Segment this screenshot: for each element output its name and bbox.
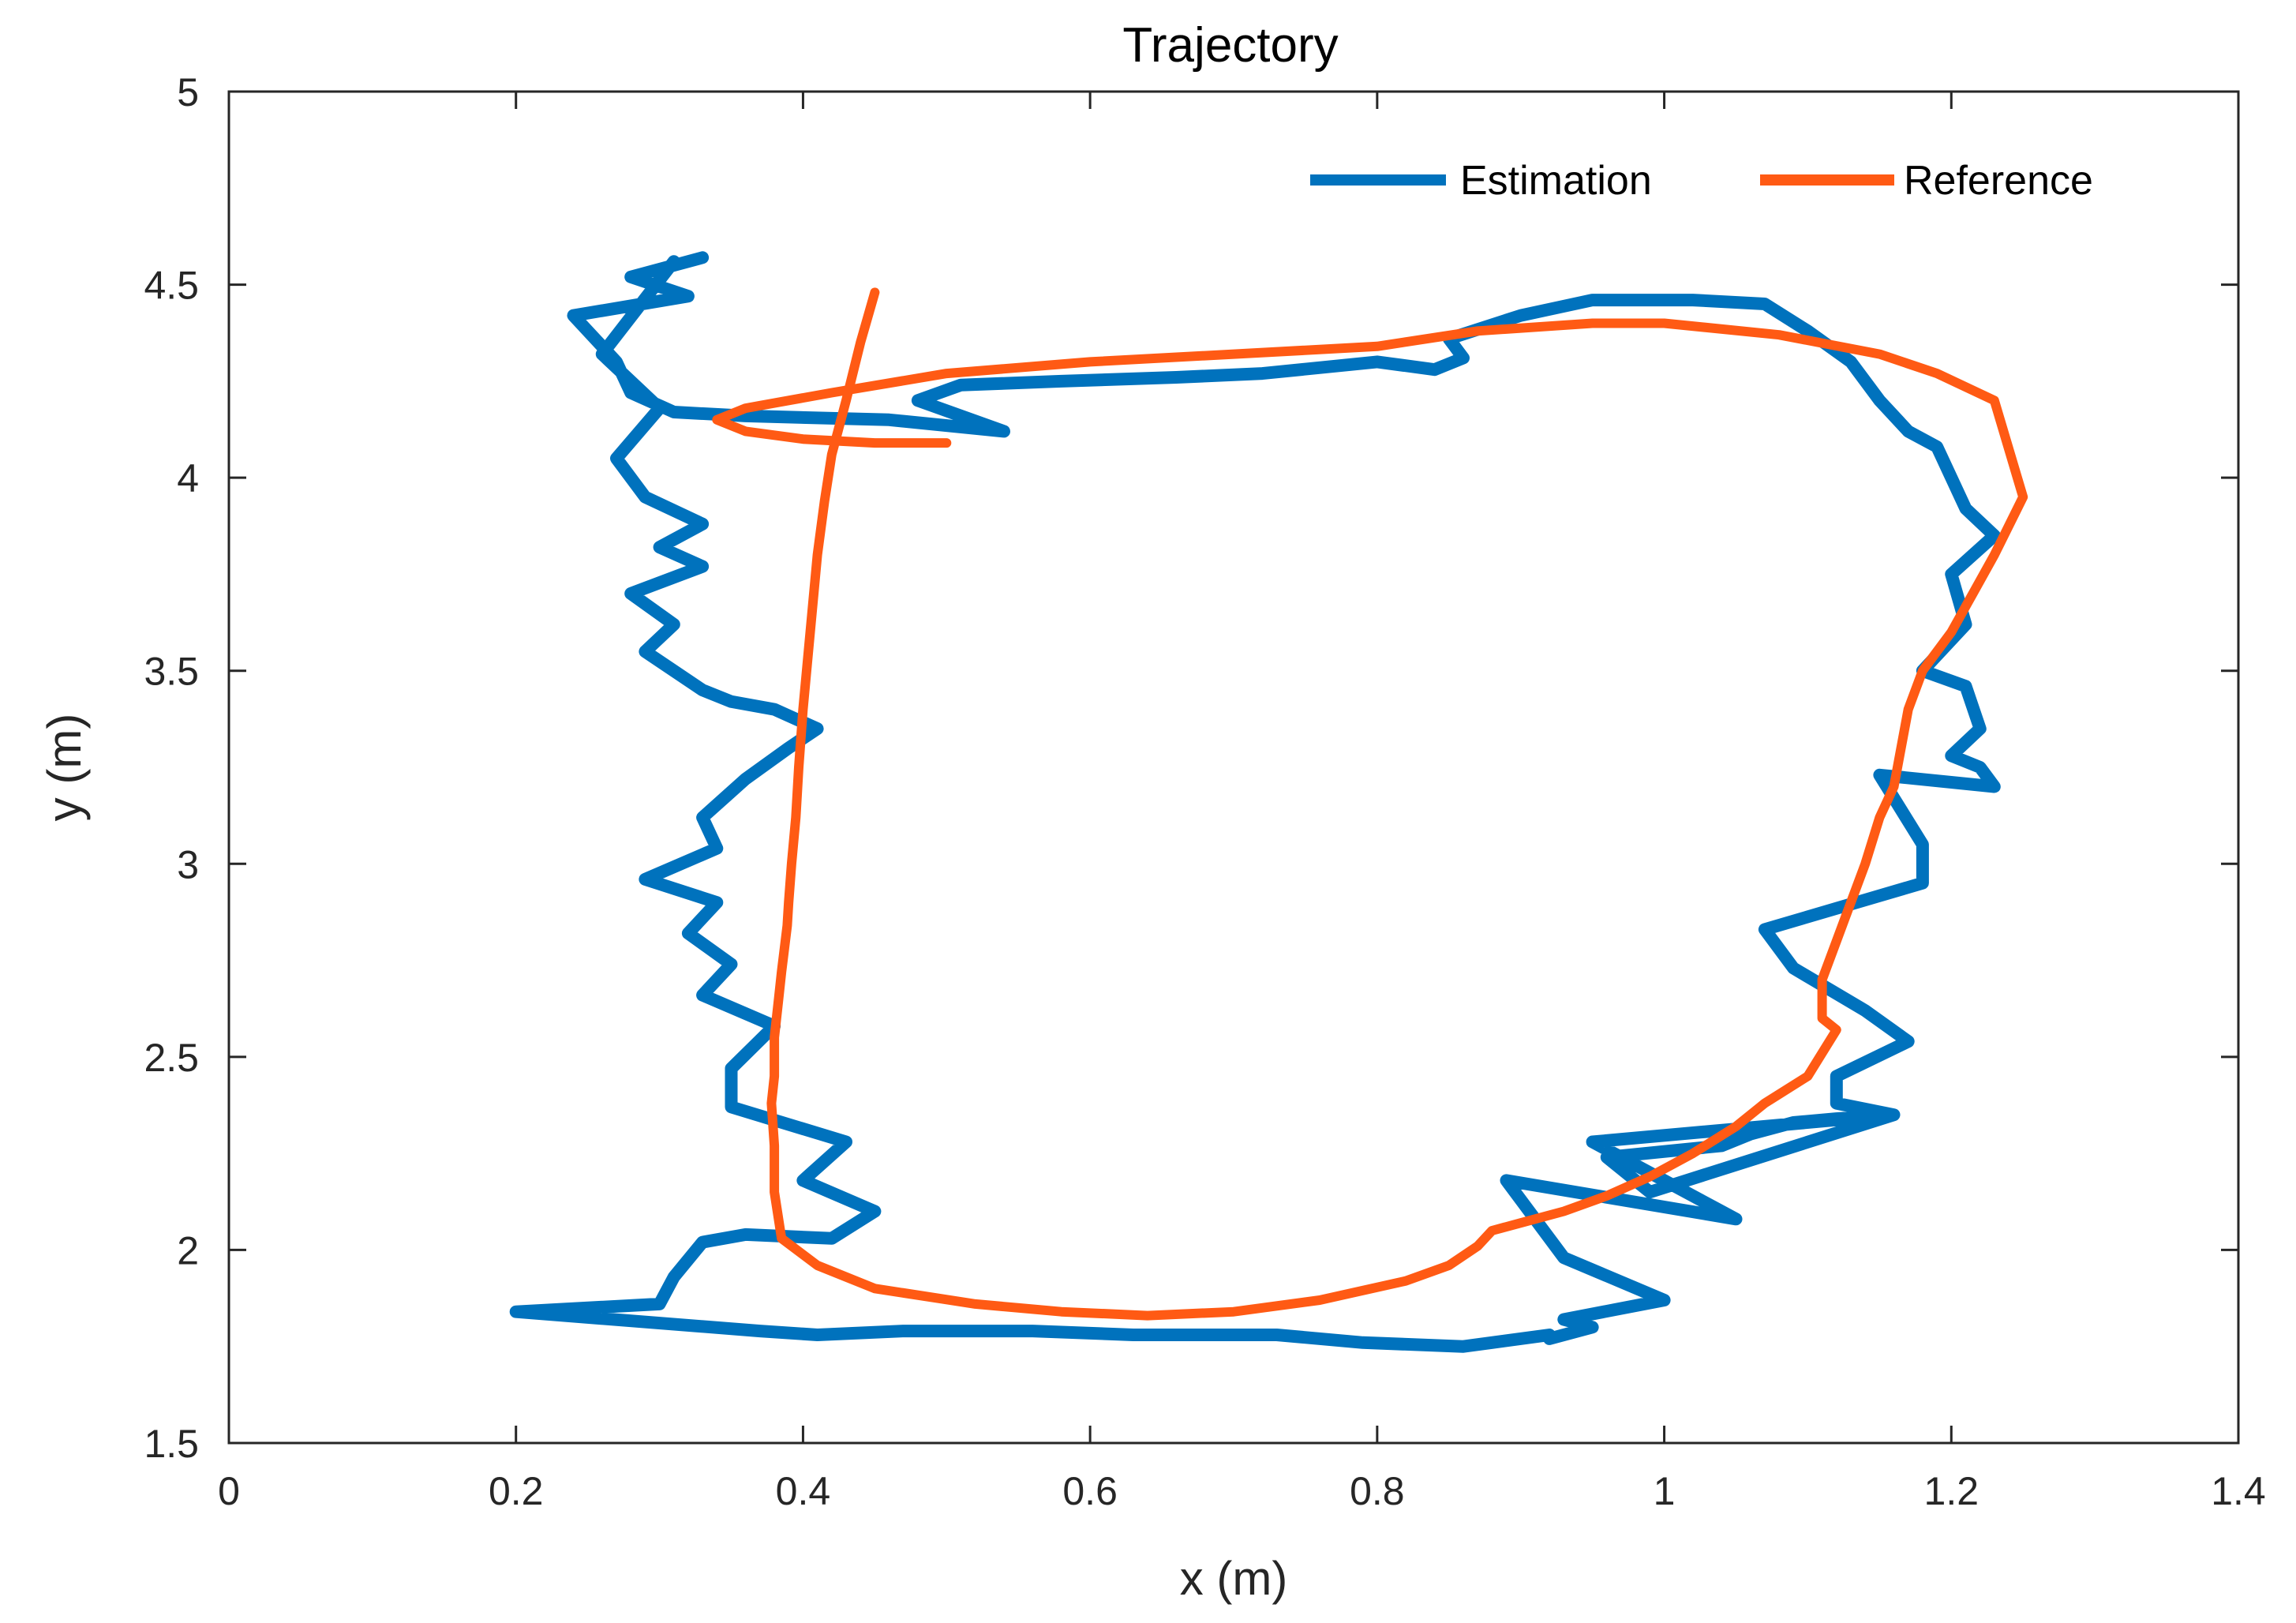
legend-label-reference: Reference	[1904, 158, 2093, 204]
y-axis-label: y (m)	[38, 714, 91, 822]
y-tick-label: 2.5	[144, 1036, 199, 1080]
x-axis-label: x (m)	[1180, 1552, 1288, 1605]
ticks-layer: 0 0.2 0.4 0.6 0.8 1 1.2 1.4 1.5 2 2.5 3 3.5 4 4.5 5	[144, 70, 2265, 1513]
y-tick-label: 3	[177, 842, 199, 886]
x-tick-label: 0.8	[1350, 1469, 1405, 1513]
y-tick-label: 5	[177, 70, 199, 114]
y-tick-label: 4.5	[144, 264, 199, 308]
legend: Estimation Reference	[1310, 158, 2093, 204]
y-tick-label: 2	[177, 1228, 199, 1273]
series-line-reference	[712, 287, 2028, 1321]
x-tick-label: 0.4	[776, 1469, 831, 1513]
x-tick-label: 0.6	[1062, 1469, 1118, 1513]
legend-label-estimation: Estimation	[1460, 158, 1652, 204]
y-tick-label: 1.5	[144, 1422, 199, 1466]
x-tick-label: 1.4	[2211, 1469, 2266, 1513]
y-tick-label: 4	[177, 456, 199, 500]
y-tick-label: 3.5	[144, 650, 199, 694]
x-tick-label: 0.2	[489, 1469, 544, 1513]
x-tick-label: 1	[1654, 1469, 1676, 1513]
chart-title: Trajectory	[1122, 18, 1338, 73]
plot-frame	[227, 90, 2240, 1445]
x-tick-label: 1.2	[1924, 1469, 1980, 1513]
x-tick-label: 0	[218, 1469, 240, 1513]
series-layer	[509, 251, 2028, 1353]
